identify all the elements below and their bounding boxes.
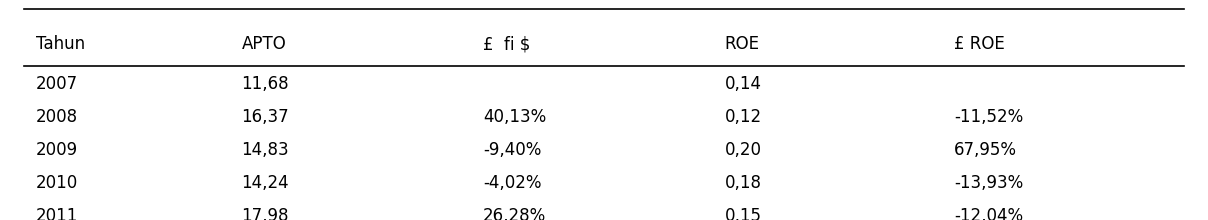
Text: 67,95%: 67,95%: [954, 141, 1017, 159]
Text: 14,83: 14,83: [242, 141, 289, 159]
Text: 2011: 2011: [36, 207, 79, 220]
Text: -12,04%: -12,04%: [954, 207, 1023, 220]
Text: Tahun: Tahun: [36, 35, 86, 53]
Text: 11,68: 11,68: [242, 75, 289, 93]
Text: 2007: 2007: [36, 75, 79, 93]
Text: 2009: 2009: [36, 141, 79, 159]
Text: 2010: 2010: [36, 174, 79, 192]
Text: 17,98: 17,98: [242, 207, 289, 220]
Text: £  fi $: £ fi $: [483, 35, 530, 53]
Text: 0,18: 0,18: [725, 174, 762, 192]
Text: 0,12: 0,12: [725, 108, 762, 126]
Text: ROE: ROE: [725, 35, 760, 53]
Text: 0,15: 0,15: [725, 207, 762, 220]
Text: 40,13%: 40,13%: [483, 108, 546, 126]
Text: -9,40%: -9,40%: [483, 141, 541, 159]
Text: 26,28%: 26,28%: [483, 207, 546, 220]
Text: 0,20: 0,20: [725, 141, 762, 159]
Text: -13,93%: -13,93%: [954, 174, 1023, 192]
Text: 2008: 2008: [36, 108, 79, 126]
Text: -11,52%: -11,52%: [954, 108, 1023, 126]
Text: APTO: APTO: [242, 35, 286, 53]
Text: 14,24: 14,24: [242, 174, 289, 192]
Text: £ ROE: £ ROE: [954, 35, 1005, 53]
Text: -4,02%: -4,02%: [483, 174, 541, 192]
Text: 16,37: 16,37: [242, 108, 289, 126]
Text: 0,14: 0,14: [725, 75, 762, 93]
